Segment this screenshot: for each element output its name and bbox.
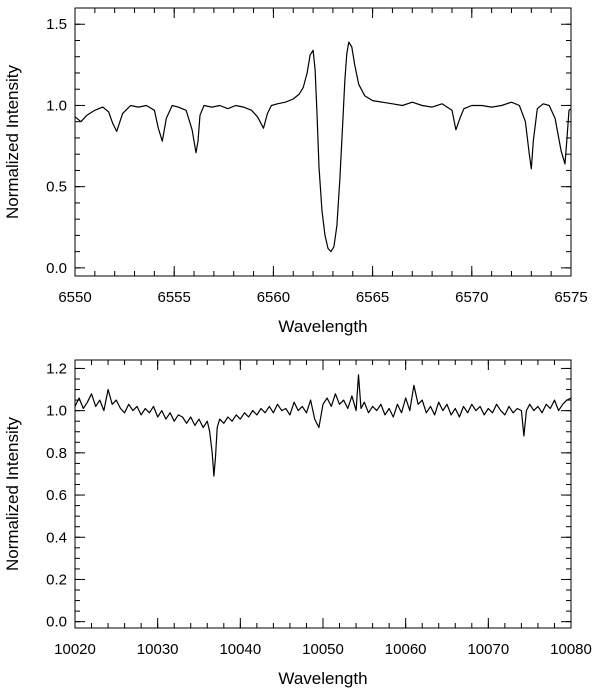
x-tick-label: 6550 xyxy=(58,289,91,306)
y-tick-label: 0.6 xyxy=(46,487,67,504)
y-tick-label: 1.2 xyxy=(46,360,67,377)
plot-frame xyxy=(74,359,572,629)
x-tick-label: 10030 xyxy=(137,641,179,658)
x-tick-label: 10060 xyxy=(385,641,427,658)
y-tick-label: 0.8 xyxy=(46,445,67,462)
y-tick-label: 1.0 xyxy=(46,403,67,420)
top-spectrum-panel: 6550 6555 6560 6565 6570 6575 0.0 0.5 1.0 1.5 Wave… xyxy=(3,7,588,336)
x-tick-label: 10070 xyxy=(467,641,509,658)
y-tick-label: 0.2 xyxy=(46,571,67,588)
y-tick-label: 0.5 xyxy=(46,179,67,196)
x-tick-label: 6560 xyxy=(257,289,290,306)
x-axis-label: Wavelength xyxy=(278,317,367,336)
y-tick-label: 1.0 xyxy=(46,97,67,114)
x-axis-label: Wavelength xyxy=(278,669,367,688)
y-axis-label: Normalized Intensity xyxy=(3,65,22,220)
y-tick-label: 1.5 xyxy=(46,16,67,33)
x-tick-label: 6555 xyxy=(158,289,191,306)
plot-frame xyxy=(74,7,572,277)
x-tick-label: 10020 xyxy=(54,641,96,658)
y-tick-label: 0.0 xyxy=(46,614,67,631)
spectrum-line xyxy=(74,41,572,253)
x-tick-label: 6575 xyxy=(554,289,587,306)
x-tick-label: 6565 xyxy=(356,289,389,306)
spectrum-line xyxy=(74,374,572,477)
y-axis-label: Normalized Intensity xyxy=(3,417,22,572)
x-tick-label: 10040 xyxy=(219,641,261,658)
x-tick-label: 6570 xyxy=(455,289,488,306)
y-tick-label: 0.0 xyxy=(46,260,67,277)
x-tick-label: 10050 xyxy=(302,641,344,658)
y-tick-label: 0.4 xyxy=(46,529,67,546)
x-tick-label: 10080 xyxy=(550,641,592,658)
bottom-spectrum-panel: 10020 10030 10040 10050 10060 10070 10080 0.0 0.… xyxy=(3,359,592,688)
